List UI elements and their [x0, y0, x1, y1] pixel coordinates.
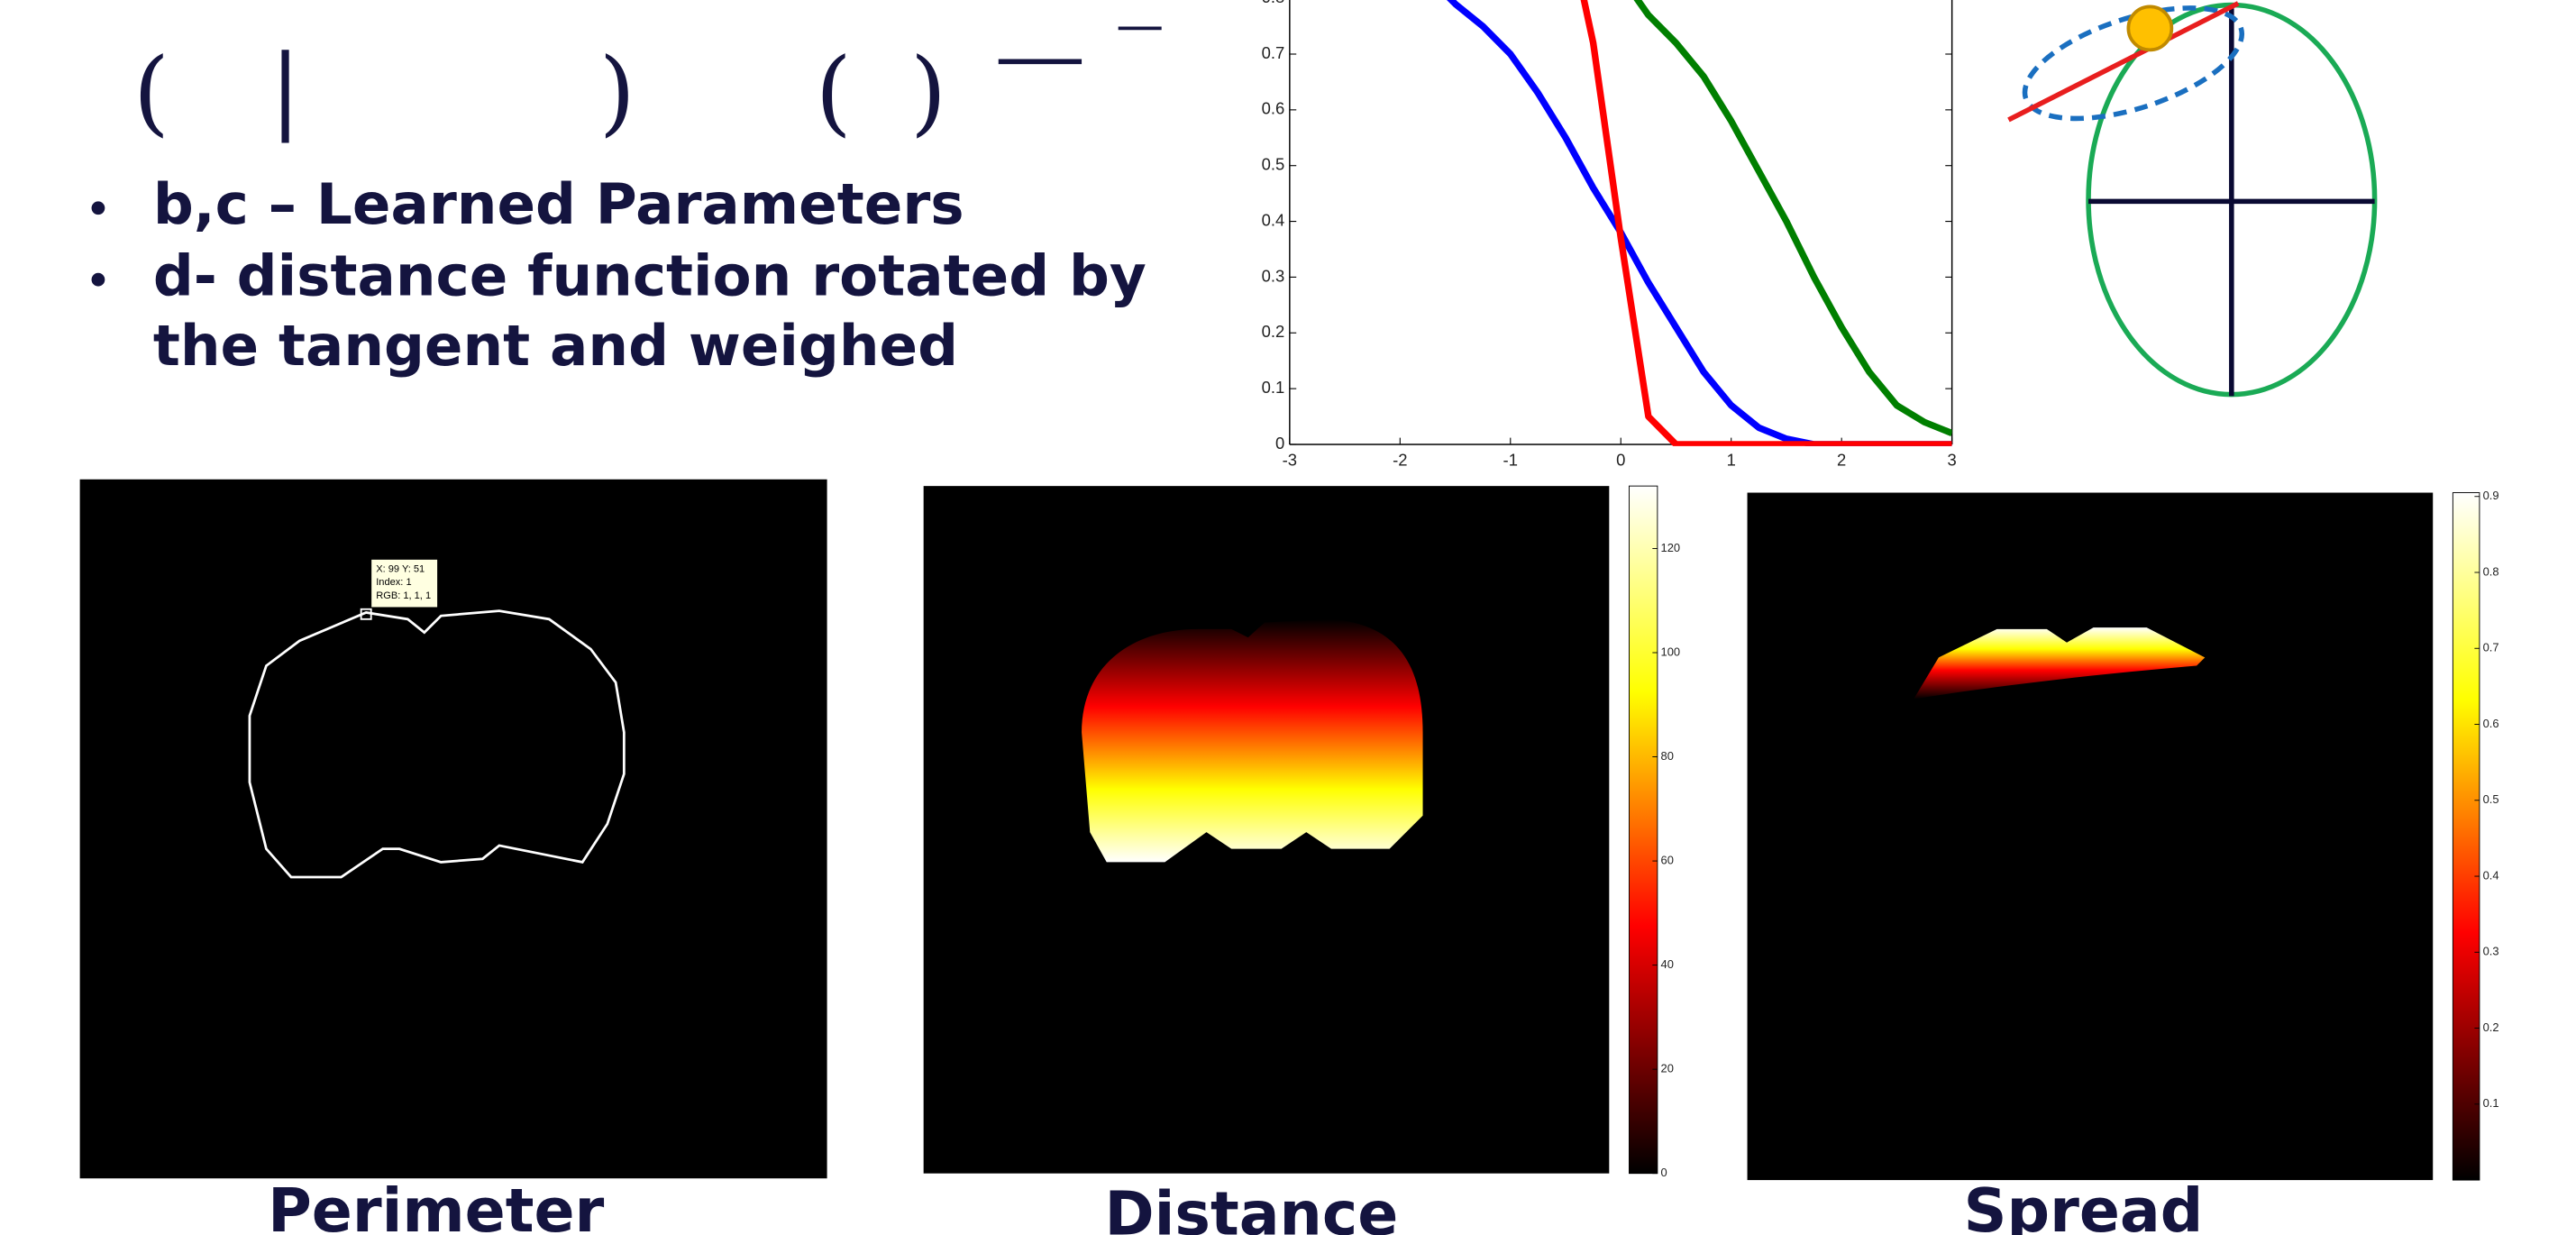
y-tick-label: 0.6	[1262, 99, 1285, 118]
bullet-text: the tangent and weighed	[153, 313, 958, 379]
spread-map	[1914, 627, 2206, 700]
ellipse-diagram	[2007, 1, 2378, 398]
formula-glyph: (	[816, 38, 852, 146]
distance-map	[1082, 618, 1423, 863]
y-tick-label: 0.1	[1262, 378, 1285, 397]
image	[1747, 492, 2434, 1181]
x-tick-label: 3	[1948, 450, 1957, 469]
x-tick-label: 0	[1616, 450, 1625, 469]
y-tick-label: 0.5	[1262, 155, 1285, 174]
colorbar-tick-label: 0.9	[2483, 489, 2499, 502]
colorbar-tick-label: 120	[1661, 541, 1681, 554]
perimeter-panel: X: 99 Y: 51 Index: 1 RGB: 1, 1, 1 Perime…	[79, 479, 827, 1235]
series-line	[1580, 0, 1952, 446]
colorbar-tick-label: 60	[1661, 853, 1674, 866]
colorbar-ticks: 0 20 40 60 80 100 120	[1652, 541, 1680, 1179]
caption: Distance	[1104, 1179, 1398, 1235]
x-tick-label: -2	[1393, 450, 1407, 469]
datatip-text: Index: 1	[376, 577, 411, 588]
plot-area	[1447, 0, 1952, 446]
y-tick-label: 0	[1275, 434, 1284, 453]
colorbar-tick-label: 0.4	[2483, 868, 2499, 882]
image	[79, 479, 827, 1179]
caption: Perimeter	[268, 1176, 604, 1235]
colorbar-tick-label: 80	[1661, 749, 1674, 763]
point	[2126, 5, 2174, 52]
colorbar-tick-label: 0.5	[2483, 792, 2499, 806]
colorbar-tick-label: 0.3	[2483, 945, 2499, 958]
colorbar-tick-label: 0.8	[2483, 564, 2499, 578]
formula-glyph: )	[599, 38, 635, 146]
colorbar-tick-label: 0.6	[2483, 717, 2499, 730]
x-tick-label: -1	[1503, 450, 1518, 469]
bullet-text: d- distance function rotated by	[153, 242, 1146, 308]
colorbar-tick-label: 0.2	[2483, 1020, 2499, 1034]
tangent-line	[2007, 1, 2240, 123]
colorbar-tick-label: 0.1	[2483, 1096, 2499, 1110]
caption: Spread	[1964, 1176, 2204, 1235]
y-tick-label: 0.3	[1262, 266, 1285, 285]
bullet-text: b,c – Learned Parameters	[153, 171, 964, 237]
y-tick-label: 0.4	[1262, 210, 1285, 229]
formula: ( | ) ( )	[133, 26, 1162, 146]
dashed-ellipse	[2022, 5, 2245, 122]
datatip	[370, 558, 439, 608]
series-line	[1633, 0, 1952, 437]
perimeter-outline	[248, 609, 626, 879]
colorbar-tick-label: 40	[1661, 957, 1674, 971]
colorbar-tick-label: 20	[1661, 1062, 1674, 1075]
distance-panel: 0 20 40 60 80 100 120 Distance	[923, 485, 1680, 1235]
formula-glyph: |	[269, 35, 301, 143]
colorbar	[2452, 492, 2480, 1181]
datatip-text: RGB: 1, 1, 1	[376, 590, 431, 601]
y-tick-label: 0.2	[1262, 322, 1285, 341]
y-tick-label: 0.7	[1262, 43, 1285, 62]
line-chart: 0 0.1 0.2 0.3 0.4 0.5 0.6 0.7 0.8 -3 -2 -1 0 1 2 3	[1262, 0, 1957, 469]
colorbar-ticks: 0.1 0.2 0.3 0.4 0.5 0.6 0.7 0.8 0.9	[2474, 489, 2499, 1110]
bullet-list: b,c – Learned Parameters d- distance fun…	[91, 171, 1146, 379]
formula-glyph: )	[910, 38, 946, 146]
x-tick-label: 2	[1837, 450, 1846, 469]
colorbar-tick-label: 100	[1661, 645, 1681, 658]
colorbar	[1629, 485, 1658, 1175]
bullet-dot	[91, 272, 105, 287]
datatip-text: X: 99 Y: 51	[376, 563, 425, 574]
x-tick-label: 1	[1727, 450, 1736, 469]
datatip-marker	[360, 608, 372, 620]
y-tick-label: 0.8	[1262, 0, 1285, 6]
spread-panel: 0.1 0.2 0.3 0.4 0.5 0.6 0.7 0.8 0.9 Spread	[1747, 489, 2499, 1235]
formula-glyph: (	[133, 38, 169, 146]
colorbar-tick-label: 0.7	[2483, 641, 2499, 654]
colorbar-tick-label: 0	[1661, 1166, 1667, 1179]
x-tick-label: -3	[1283, 450, 1297, 469]
bullet-dot	[91, 201, 105, 215]
